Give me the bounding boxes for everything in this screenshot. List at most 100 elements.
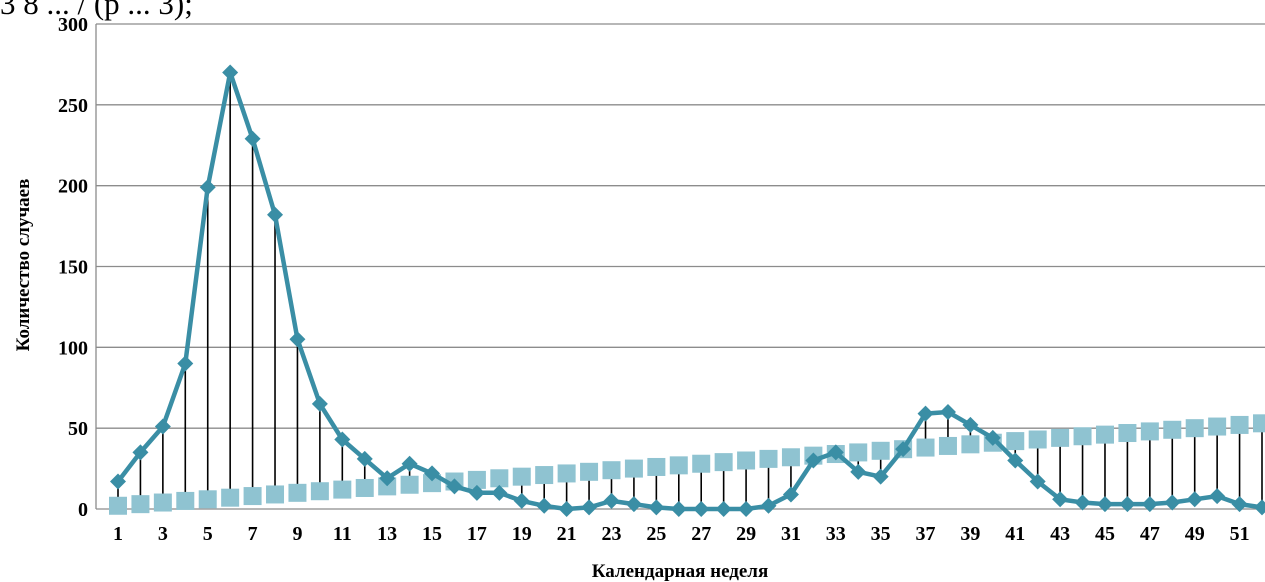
grid-lines	[96, 23, 1265, 429]
series2-marker-7	[243, 487, 262, 506]
x-tick-label-47: 47	[1140, 523, 1160, 545]
x-tick-label-37: 37	[916, 523, 936, 545]
series2-marker-35	[871, 441, 890, 460]
series2-marker-18	[490, 469, 509, 488]
x-tick-label-43: 43	[1050, 523, 1070, 545]
x-tick-label-31: 31	[781, 523, 801, 545]
series1-marker-35	[872, 468, 889, 485]
x-tick-label-29: 29	[736, 523, 756, 545]
series1-marker-17	[468, 484, 485, 501]
series2-marker-26	[669, 456, 688, 475]
series1-marker-12	[356, 450, 373, 467]
series2-marker-5	[198, 490, 217, 509]
series2-marker-31	[781, 448, 800, 467]
series2-marker-34	[849, 443, 868, 462]
series2-marker-24	[624, 459, 643, 478]
x-tick-label-27: 27	[691, 523, 711, 545]
series1-marker-46	[1119, 496, 1136, 513]
series2-marker-46	[1118, 424, 1137, 443]
series1-marker-31	[782, 486, 799, 503]
series1-marker-52	[1254, 499, 1265, 516]
series2-marker-10	[310, 482, 329, 501]
series1-marker-28	[715, 501, 732, 517]
series2-marker-8	[266, 485, 285, 504]
x-tick-label-13: 13	[377, 523, 397, 545]
series2-marker-22	[580, 462, 599, 481]
series2-marker-20	[535, 466, 554, 485]
series-group	[109, 64, 1265, 517]
series2-marker-17	[467, 470, 486, 489]
series2-marker-49	[1185, 419, 1204, 438]
cropped-caption-text: 3 8 ... / (p ... 3);	[0, 0, 193, 21]
y-tick-label-300: 300	[58, 14, 88, 36]
series1-marker-5	[199, 179, 216, 196]
series2-marker-11	[333, 480, 352, 499]
x-tick-label-7: 7	[248, 523, 258, 545]
series1-marker-44	[1074, 494, 1091, 511]
series2-marker-6	[221, 488, 240, 507]
series1-marker-38	[939, 404, 956, 420]
series2-marker-15	[423, 474, 442, 493]
series2-marker-44	[1073, 427, 1092, 446]
series1-marker-4	[177, 355, 194, 372]
x-tick-label-23: 23	[601, 523, 621, 545]
series2-marker-30	[759, 449, 778, 468]
series2-marker-52	[1253, 414, 1265, 433]
series2-marker-48	[1163, 420, 1182, 439]
series2-marker-47	[1140, 422, 1159, 441]
series2-marker-4	[176, 491, 195, 510]
series1-marker-3	[154, 418, 171, 435]
series1-marker-34	[850, 463, 867, 480]
series1-marker-51	[1231, 496, 1248, 513]
x-tick-label-39: 39	[960, 523, 980, 545]
x-tick-label-5: 5	[203, 523, 213, 545]
x-tick-label-35: 35	[871, 523, 891, 545]
series2-marker-29	[737, 451, 756, 470]
series2-marker-39	[961, 435, 980, 454]
series2-marker-28	[714, 453, 733, 472]
x-tick-label-45: 45	[1095, 523, 1115, 545]
x-tick-label-15: 15	[422, 523, 442, 545]
series1-marker-1	[110, 473, 126, 490]
series2-marker-51	[1230, 415, 1249, 434]
x-tick-label-41: 41	[1005, 523, 1025, 545]
series2-marker-9	[288, 483, 307, 502]
series1-marker-2	[132, 444, 149, 461]
x-axis-title: Календарная неделя	[592, 561, 769, 582]
x-tick-label-3: 3	[158, 523, 168, 545]
series1-marker-45	[1096, 496, 1113, 513]
series1-line	[116, 70, 1263, 512]
y-tick-labels: 0 50 100 150 200 250 300	[58, 14, 88, 521]
series2-marker-43	[1051, 428, 1070, 447]
series1-marker-49	[1186, 491, 1203, 508]
series1-marker-9	[289, 331, 306, 348]
x-tick-label-1: 1	[113, 523, 123, 545]
x-tick-label-9: 9	[292, 523, 302, 545]
x-tick-label-19: 19	[512, 523, 532, 545]
series2-marker-27	[692, 454, 711, 473]
series1-marker-50	[1209, 488, 1226, 505]
series2-marker-42	[1028, 430, 1047, 449]
series1-marker-11	[334, 431, 351, 448]
x-tick-label-21: 21	[557, 523, 577, 545]
series2-marker-45	[1095, 425, 1114, 444]
series1-marker-30	[760, 497, 777, 514]
series2-marker-25	[647, 457, 666, 476]
series2-marker-14	[400, 475, 419, 494]
x-tick-label-33: 33	[826, 523, 846, 545]
series1-marker-42	[1029, 473, 1046, 490]
series1-marker-27	[693, 501, 710, 517]
series1-marker-47	[1141, 496, 1158, 513]
x-tick-label-11: 11	[333, 523, 352, 545]
series1-marker-36	[895, 441, 912, 458]
series1-marker-40	[984, 429, 1001, 446]
y-tick-label-100: 100	[58, 337, 88, 359]
series1-marker-13	[379, 470, 396, 487]
series1-marker-25	[648, 499, 665, 516]
series1-marker-14	[401, 455, 418, 472]
x-tick-label-25: 25	[646, 523, 666, 545]
series2-marker-41	[1006, 432, 1025, 451]
y-tick-label-150: 150	[58, 257, 88, 279]
series1-marker-39	[962, 416, 979, 433]
series2-marker-21	[557, 464, 576, 483]
